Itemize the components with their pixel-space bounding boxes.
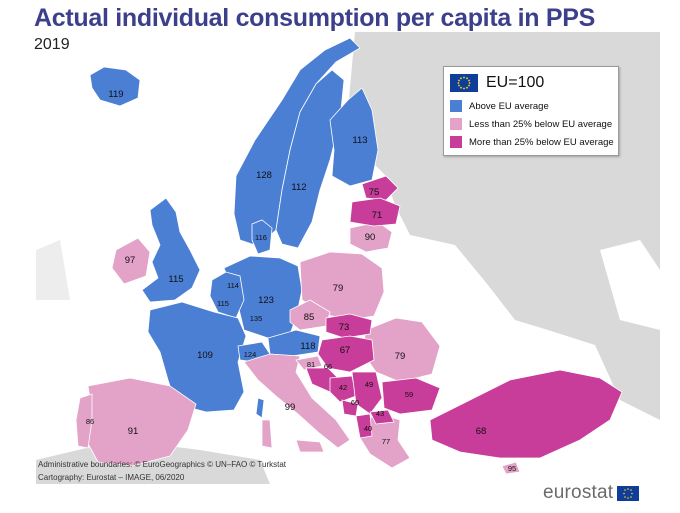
value-slovakia: 73	[339, 322, 350, 333]
value-poland: 79	[333, 283, 344, 294]
legend-item-above: Above EU average	[450, 99, 549, 113]
value-montenegro: 60	[351, 398, 359, 407]
eu-flag-icon	[450, 74, 478, 92]
ireland	[111, 237, 151, 285]
credits-cartography: Cartography: Eurostat – IMAGE, 06/2020	[38, 473, 185, 482]
portugal	[75, 393, 93, 449]
value-turkey: 68	[476, 426, 487, 437]
latvia	[349, 197, 401, 227]
value-romania: 79	[395, 351, 406, 362]
legend-title: EU=100	[486, 74, 545, 91]
slightly-below-regions	[75, 221, 521, 484]
value-switzerland: 124	[244, 350, 257, 359]
uk	[141, 197, 201, 303]
corsica	[255, 397, 265, 419]
value-portugal: 86	[86, 417, 94, 426]
estonia	[361, 175, 399, 201]
italy	[243, 353, 351, 449]
legend-item-far-below: More than 25% below EU average	[450, 135, 614, 149]
value-iceland: 119	[108, 89, 123, 100]
turkey	[429, 369, 623, 459]
value-italy: 99	[285, 402, 296, 413]
value-austria: 118	[300, 341, 315, 352]
value-cyprus: 95	[508, 464, 516, 473]
far-below-regions	[305, 175, 623, 459]
legend-swatch	[450, 136, 462, 148]
value-latvia: 71	[372, 210, 383, 221]
eu-flag-icon	[617, 485, 640, 501]
value-bulgaria: 59	[405, 390, 413, 399]
macedonia	[369, 409, 395, 425]
value-greece: 77	[382, 437, 390, 446]
value-albania: 40	[364, 424, 372, 433]
value-hungary: 67	[340, 345, 351, 356]
map-year: 2019	[34, 36, 70, 53]
bulgaria	[381, 377, 441, 415]
cyprus	[501, 461, 521, 475]
albania	[355, 413, 373, 439]
eurostat-logo: eurostat	[543, 482, 640, 504]
value-czechia: 85	[304, 312, 315, 323]
value-sweden: 112	[291, 182, 306, 193]
value-slovenia: 81	[307, 360, 315, 369]
benelux	[209, 271, 245, 319]
map-title: Actual individual consumption per capita…	[34, 4, 595, 32]
value-germany: 123	[258, 295, 274, 306]
value-denmark: 116	[255, 233, 267, 242]
iceland	[89, 66, 141, 107]
legend-swatch	[450, 100, 462, 112]
slovenia	[295, 355, 323, 371]
brand-name: eurostat	[543, 482, 614, 503]
legend-item-slightly-below: Less than 25% below EU average	[450, 117, 612, 131]
hungary	[317, 335, 375, 373]
value-lithuania: 90	[365, 232, 376, 243]
slovakia	[325, 313, 373, 339]
legend-swatch	[450, 118, 462, 130]
value-uk: 115	[168, 274, 183, 285]
value-luxembourg: 135	[250, 314, 263, 323]
value-finland: 113	[352, 135, 367, 146]
sardinia	[261, 419, 273, 449]
sicily	[295, 439, 325, 453]
value-macedonia: 43	[376, 409, 384, 418]
value-serbia: 49	[365, 380, 373, 389]
france	[147, 301, 247, 413]
credits: Administrative boundaries: © EuroGeograp…	[38, 458, 286, 484]
credits-boundaries: Administrative boundaries: © EuroGeograp…	[38, 460, 287, 469]
value-belgium: 115	[217, 299, 229, 308]
map-legend: EU=100 Above EU average Less than 25% be…	[443, 66, 619, 156]
value-france: 109	[197, 350, 213, 361]
value-norway: 128	[256, 170, 272, 181]
bosnia	[329, 375, 357, 403]
denmark	[251, 219, 273, 255]
serbia	[351, 371, 383, 415]
value-spain: 91	[128, 426, 139, 437]
value-ireland: 97	[125, 255, 136, 266]
value-netherlands: 114	[227, 281, 239, 290]
value-labels: 119 97 115 128 112 113 75 71 90 116 114 …	[86, 89, 516, 473]
value-estonia: 75	[369, 187, 380, 198]
value-croatia: 66	[324, 362, 332, 371]
value-bosnia: 42	[339, 383, 347, 392]
finland	[329, 87, 379, 187]
